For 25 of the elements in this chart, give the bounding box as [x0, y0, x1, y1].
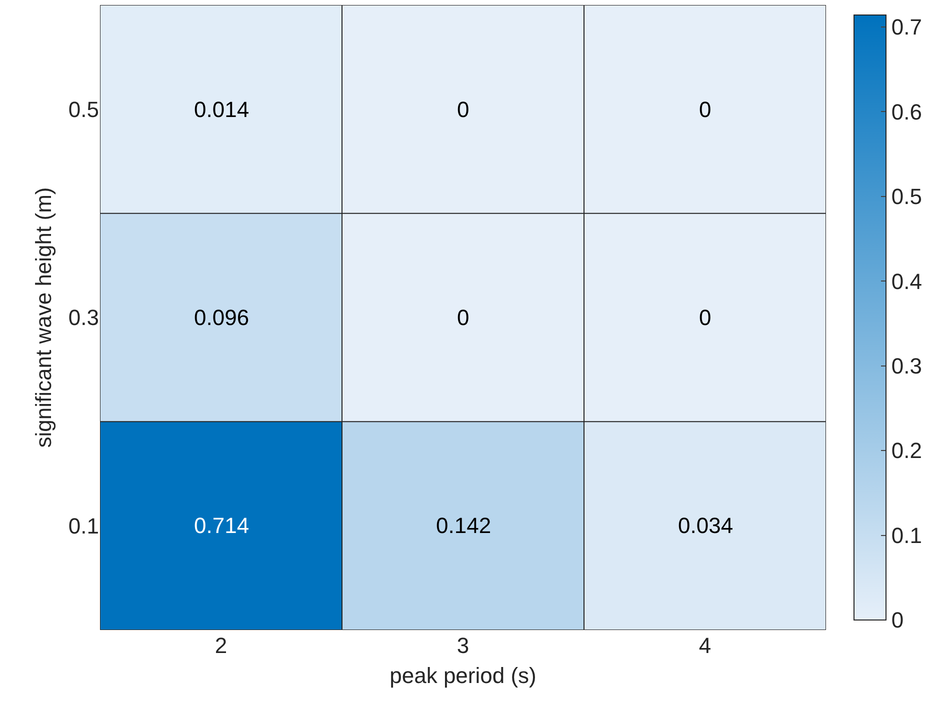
- color-bar-label: 0.6: [891, 99, 922, 124]
- color-bar-label: 0: [891, 608, 904, 633]
- color-bar-label: 0.4: [891, 268, 922, 294]
- x-tick-label: 3: [456, 633, 470, 658]
- data-label: 0: [457, 305, 470, 330]
- x-tick-label: 4: [698, 633, 712, 658]
- data-label: 0: [457, 97, 470, 122]
- data-label: 0: [699, 305, 712, 330]
- data-label: 0.034: [678, 513, 734, 538]
- data-label: 0.096: [194, 305, 250, 330]
- y-tick-label: 0.1: [68, 514, 99, 539]
- x-axis-title: peak period (s): [390, 662, 536, 688]
- data-label: 0.014: [194, 97, 250, 122]
- y-tick-label: 0.5: [68, 96, 99, 122]
- data-label: 0: [699, 97, 712, 122]
- color-bar-label: 0.2: [891, 438, 922, 464]
- color-bar-label: 0.1: [891, 522, 922, 548]
- color-bar-label: 0.5: [891, 184, 922, 210]
- y-axis-title: significant wave height (m): [31, 187, 56, 448]
- color-bar-label: 0.3: [891, 354, 922, 378]
- data-label: 0.142: [436, 513, 492, 538]
- data-label: 0.714: [194, 513, 250, 538]
- y-tick-label: 0.3: [68, 305, 99, 330]
- color-bar-label: 0.7: [891, 14, 922, 40]
- x-tick-label: 2: [214, 633, 228, 658]
